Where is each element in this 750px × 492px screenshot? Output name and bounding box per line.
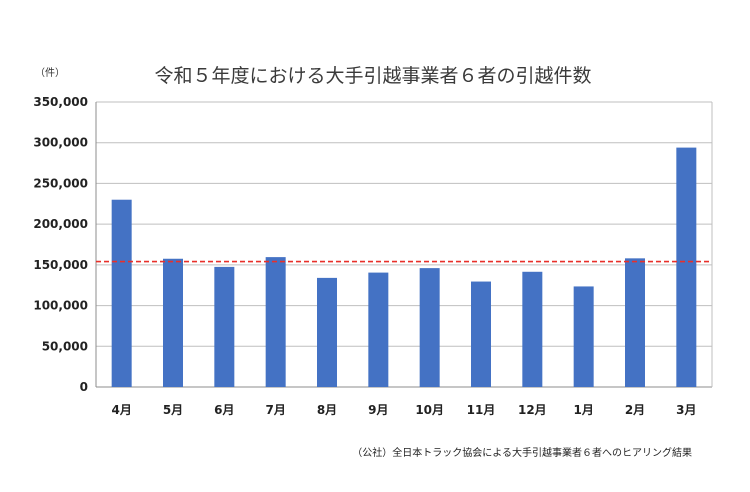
bar-12 bbox=[676, 147, 697, 387]
x-tick-label: 1月 bbox=[573, 403, 593, 417]
bar-11 bbox=[625, 258, 645, 387]
bar-10 bbox=[573, 286, 594, 387]
y-tick-label: 50,000 bbox=[42, 339, 88, 353]
x-tick-label: 11月 bbox=[467, 403, 496, 417]
x-tick-label: 3月 bbox=[676, 403, 696, 417]
source-note: （公社）全日本トラック協会による大手引越事業者６者へのヒアリング結果 bbox=[352, 446, 692, 459]
y-tick-label: 200,000 bbox=[33, 217, 88, 231]
y-tick-label: 150,000 bbox=[33, 258, 88, 272]
y-axis-unit-label: （件） bbox=[35, 67, 65, 79]
bar-3 bbox=[214, 266, 235, 387]
y-tick-label: 300,000 bbox=[33, 136, 88, 150]
chart-title: 令和５年度における大手引越事業者６者の引越件数 bbox=[154, 65, 591, 87]
bar-7 bbox=[419, 268, 440, 387]
x-tick-label: 10月 bbox=[415, 403, 444, 417]
y-tick-label: 250,000 bbox=[33, 176, 88, 190]
bar-1 bbox=[111, 199, 132, 387]
gridlines bbox=[95, 101, 713, 388]
bar-series bbox=[111, 147, 697, 387]
bar-9 bbox=[522, 271, 543, 387]
x-tick-label: 12月 bbox=[518, 403, 547, 417]
x-tick-label: 7月 bbox=[265, 403, 285, 417]
bar-8 bbox=[471, 281, 491, 387]
bar-5 bbox=[317, 277, 337, 387]
x-tick-label: 8月 bbox=[317, 403, 337, 417]
x-tick-label: 4月 bbox=[111, 403, 131, 417]
x-tick-label: 6月 bbox=[214, 403, 234, 417]
x-tick-label: 2月 bbox=[625, 403, 645, 417]
y-tick-label: 100,000 bbox=[33, 299, 88, 313]
bar-6 bbox=[368, 272, 389, 387]
y-tick-label: 350,000 bbox=[33, 95, 88, 109]
y-tick-label: 0 bbox=[80, 380, 88, 394]
bar-2 bbox=[163, 258, 183, 387]
bar-4 bbox=[265, 257, 286, 387]
x-tick-label: 9月 bbox=[368, 403, 388, 417]
y-axis-tick-labels: 0 50,000 100,000 150,000 200,000 250,000 300,0… bbox=[33, 95, 88, 394]
x-tick-label: 5月 bbox=[163, 403, 183, 417]
x-axis-tick-labels: 4月 5月 6月 7月 8月 9月 10月 11月 12月 1月 2月 3月 bbox=[111, 403, 696, 417]
